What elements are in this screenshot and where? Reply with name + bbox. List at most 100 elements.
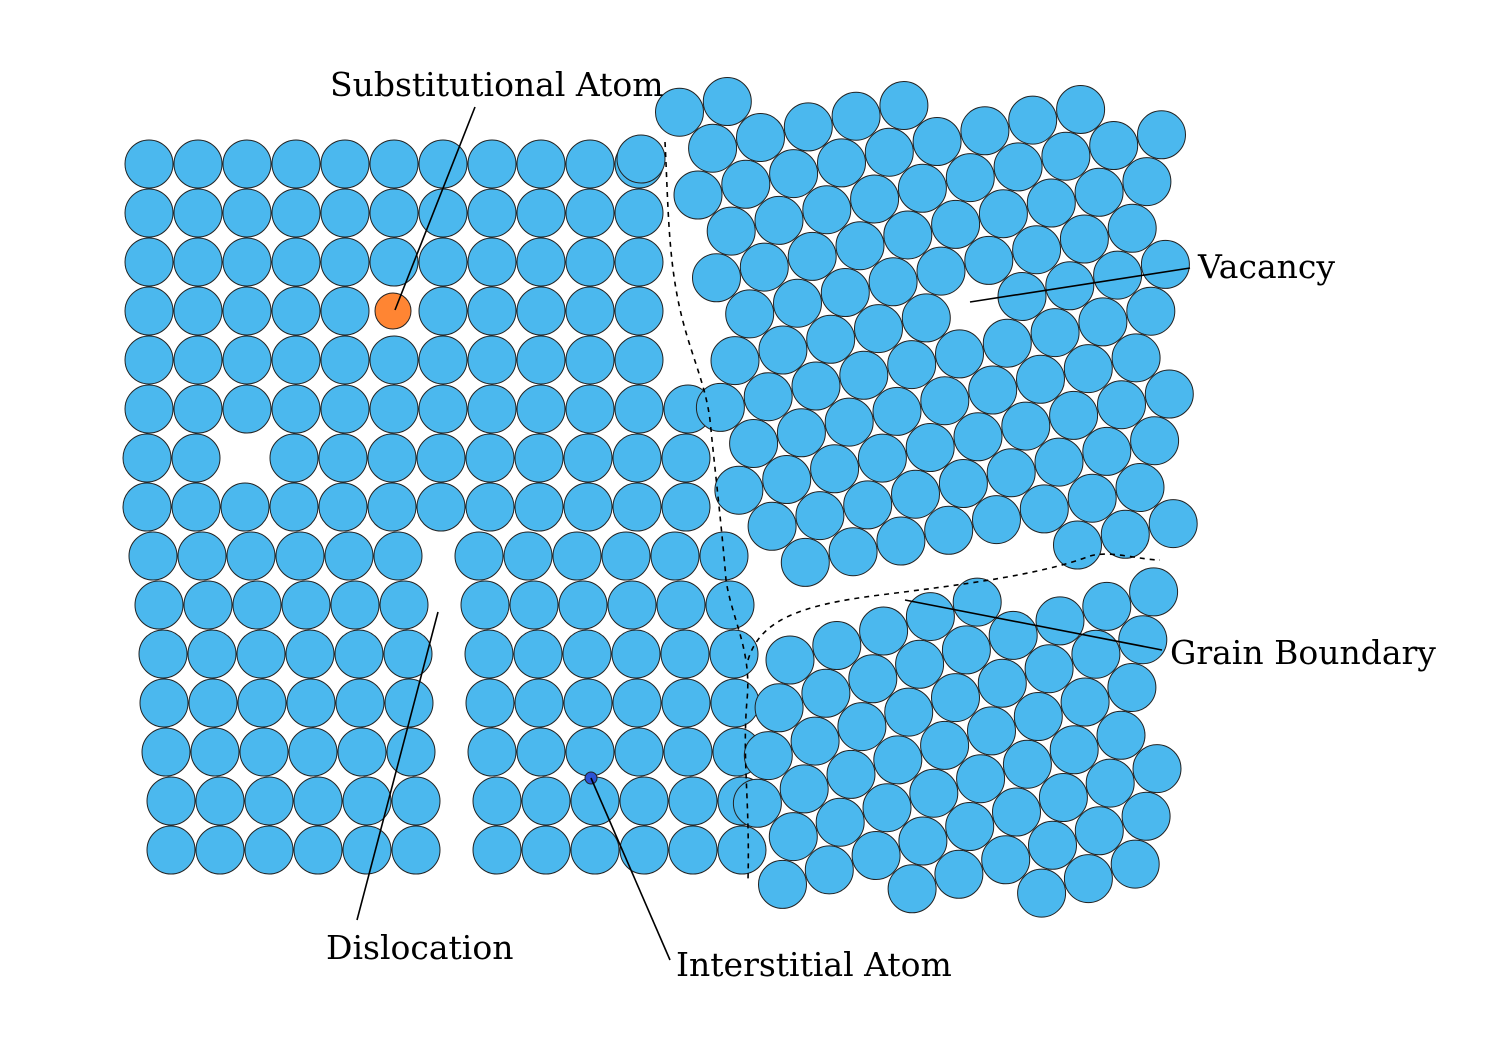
atom [124,139,174,189]
atom [124,188,174,238]
atom [562,629,612,679]
atom [563,678,613,728]
atom [616,134,666,184]
atom [1026,178,1076,228]
atom [418,335,468,385]
atom [1013,692,1063,741]
atom [706,206,756,256]
atom [997,272,1047,321]
atom [848,654,898,704]
atom [1016,354,1065,404]
atom [732,778,782,828]
atom [705,580,755,630]
atom [563,433,613,483]
atom [320,188,370,238]
atom [337,727,387,777]
dislocation-leader-line [356,611,439,921]
atom [271,384,321,434]
atom [552,531,602,581]
atom [810,444,860,494]
atom [1132,744,1182,794]
atom [467,188,517,238]
atom [514,482,564,532]
atom [146,776,196,826]
atom [373,531,423,581]
atom [941,625,991,675]
atom [465,678,515,728]
atom [612,678,662,728]
atom [173,237,223,287]
atom [806,314,856,364]
atom [935,329,984,379]
atom [1096,710,1146,760]
atom [619,776,669,826]
atom [879,81,929,130]
atom [920,720,970,770]
atom [857,433,907,483]
vacancy-leader-line [969,267,1191,303]
atom [1063,344,1113,394]
atom [1115,463,1165,512]
atom [905,592,955,642]
atom [286,678,336,728]
atom [1024,644,1074,694]
atom [342,776,392,826]
atom [1126,286,1176,336]
atom [195,825,245,875]
atom [416,482,466,532]
atom [956,754,1006,804]
atom [614,335,664,385]
atom [938,459,988,508]
atom [783,102,833,152]
atom [988,610,1038,660]
atom [342,825,392,875]
atom [285,629,335,679]
atom [383,629,433,679]
atom [195,776,245,826]
atom [945,153,995,203]
atom [758,325,808,375]
atom [795,491,845,541]
atom [1097,380,1146,430]
atom [920,376,970,426]
atom [1049,725,1099,775]
atom [1093,250,1143,300]
atom [864,127,914,177]
atom [981,835,1031,885]
atom [873,735,923,785]
atom [565,286,615,336]
atom [912,117,962,166]
atom [611,629,661,679]
atom [673,170,723,220]
atom [1008,95,1058,145]
atom [293,776,343,826]
atom [416,433,466,483]
atom [762,455,812,504]
atom [369,335,419,385]
atom [146,825,196,875]
atom [897,163,947,213]
atom [743,731,793,781]
atom [650,531,700,581]
atom [1130,416,1180,466]
atom [320,286,370,336]
atom [418,384,468,434]
atom [173,384,223,434]
atom [843,480,893,530]
atom [516,384,566,434]
atom [516,727,566,777]
atom [614,188,664,238]
atom [271,188,321,238]
atom [851,831,901,880]
atom [960,106,1010,156]
atom [831,91,881,141]
atom [710,678,760,728]
atom [565,384,615,434]
atom [968,365,1018,415]
atom [173,188,223,238]
atom [952,577,1002,627]
atom [1110,839,1160,889]
atom [516,237,566,287]
atom [1049,390,1099,440]
atom [565,188,615,238]
